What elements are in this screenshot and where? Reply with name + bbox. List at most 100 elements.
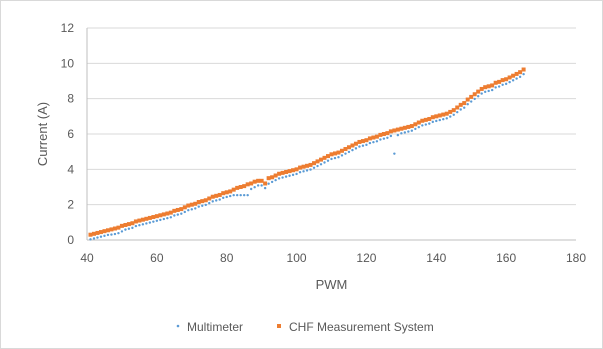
data-point-chf bbox=[441, 112, 446, 117]
data-point-chf bbox=[256, 178, 261, 183]
data-point-chf bbox=[200, 199, 205, 204]
data-point-chf bbox=[259, 178, 264, 183]
data-point-multimeter bbox=[490, 88, 494, 92]
x-tick-label: 160 bbox=[496, 251, 516, 265]
data-point-chf bbox=[507, 75, 512, 80]
data-point-multimeter bbox=[511, 79, 515, 82]
data-point-chf bbox=[430, 115, 435, 120]
data-point-multimeter bbox=[515, 77, 518, 80]
data-point-multimeter bbox=[365, 143, 368, 147]
data-point-chf bbox=[165, 211, 170, 216]
data-point-multimeter bbox=[173, 214, 176, 217]
data-point-chf bbox=[168, 210, 173, 215]
data-point-chf bbox=[249, 181, 254, 186]
data-point-chf bbox=[147, 215, 152, 220]
data-point-chf bbox=[420, 118, 425, 123]
data-point-multimeter bbox=[449, 115, 452, 118]
data-point-multimeter bbox=[382, 137, 386, 140]
y-tick-label: 10 bbox=[61, 56, 75, 70]
data-point-multimeter bbox=[456, 110, 459, 114]
data-point-multimeter bbox=[326, 159, 330, 162]
data-point-chf bbox=[119, 223, 124, 228]
data-point-chf bbox=[95, 230, 100, 235]
data-point-multimeter bbox=[518, 75, 522, 79]
data-point-multimeter bbox=[162, 217, 166, 221]
data-point-multimeter bbox=[92, 237, 96, 240]
data-point-multimeter bbox=[218, 198, 221, 201]
data-point-chf bbox=[350, 143, 355, 148]
data-point-chf bbox=[339, 148, 344, 153]
data-point-chf bbox=[277, 171, 282, 176]
data-point-multimeter bbox=[351, 148, 354, 152]
y-tick-labels: 0 2 4 6 8 10 12 bbox=[61, 21, 75, 247]
data-point-chf bbox=[357, 139, 362, 144]
data-point-multimeter bbox=[424, 123, 428, 126]
data-point-chf bbox=[504, 77, 509, 82]
data-point-multimeter bbox=[263, 186, 267, 190]
data-point-multimeter bbox=[284, 175, 288, 178]
data-point-chf bbox=[514, 71, 519, 76]
data-point-chf bbox=[413, 122, 418, 127]
x-axis-title: PWM bbox=[316, 277, 348, 292]
data-point-chf bbox=[416, 120, 421, 125]
data-point-multimeter bbox=[211, 200, 214, 203]
data-point-multimeter bbox=[344, 152, 347, 155]
data-point-chf bbox=[367, 136, 372, 141]
data-point-multimeter bbox=[110, 233, 113, 236]
data-point-multimeter bbox=[127, 227, 131, 230]
data-point-chf bbox=[315, 159, 320, 164]
data-point-multimeter bbox=[347, 150, 351, 154]
data-point-multimeter bbox=[124, 228, 127, 231]
data-point-chf bbox=[455, 105, 460, 110]
data-point-chf bbox=[207, 196, 212, 201]
data-point-chf bbox=[465, 97, 470, 102]
data-point-multimeter bbox=[295, 172, 298, 176]
data-point-chf bbox=[298, 165, 303, 170]
data-point-multimeter bbox=[232, 193, 235, 197]
data-point-multimeter bbox=[141, 223, 145, 226]
data-point-chf bbox=[280, 170, 285, 175]
data-point-multimeter bbox=[421, 124, 424, 127]
data-point-chf bbox=[203, 198, 208, 203]
data-point-chf bbox=[133, 219, 138, 224]
data-point-chf bbox=[235, 185, 240, 190]
data-point-multimeter bbox=[148, 221, 152, 224]
data-point-chf bbox=[402, 125, 407, 130]
data-point-multimeter bbox=[459, 108, 462, 111]
data-point-chf bbox=[242, 184, 247, 189]
data-point-chf bbox=[399, 126, 404, 131]
data-point-chf bbox=[109, 227, 114, 232]
data-point-multimeter bbox=[242, 193, 246, 197]
data-point-multimeter bbox=[152, 220, 155, 223]
data-point-chf bbox=[189, 202, 194, 207]
data-point-multimeter bbox=[428, 122, 431, 125]
data-point-multimeter bbox=[180, 212, 183, 215]
data-point-chf bbox=[483, 85, 488, 90]
y-tick-label: 12 bbox=[61, 21, 75, 35]
legend-label-chf: CHF Measurement System bbox=[289, 320, 434, 334]
data-point-chf bbox=[343, 147, 348, 152]
data-point-multimeter bbox=[120, 230, 124, 233]
data-point-chf bbox=[126, 222, 131, 227]
data-point-multimeter bbox=[473, 97, 476, 101]
data-point-multimeter bbox=[134, 224, 138, 228]
data-point-chf bbox=[98, 230, 103, 235]
data-point-multimeter bbox=[333, 156, 337, 160]
data-point-chf bbox=[284, 169, 289, 174]
data-point-chf bbox=[518, 70, 523, 75]
data-point-multimeter bbox=[249, 187, 253, 191]
data-point-chf bbox=[329, 152, 334, 157]
data-point-multimeter bbox=[281, 176, 284, 179]
gridlines bbox=[87, 27, 576, 206]
data-point-multimeter bbox=[414, 127, 417, 131]
data-point-multimeter bbox=[312, 166, 316, 169]
data-point-multimeter bbox=[117, 231, 120, 235]
data-point-multimeter bbox=[305, 169, 309, 172]
data-point-chf bbox=[378, 132, 383, 137]
data-point-chf bbox=[434, 114, 439, 119]
data-point-chf bbox=[252, 179, 257, 184]
data-point-multimeter bbox=[309, 168, 312, 171]
data-point-multimeter bbox=[274, 178, 277, 182]
data-point-multimeter bbox=[277, 177, 281, 180]
data-point-multimeter bbox=[190, 208, 193, 211]
